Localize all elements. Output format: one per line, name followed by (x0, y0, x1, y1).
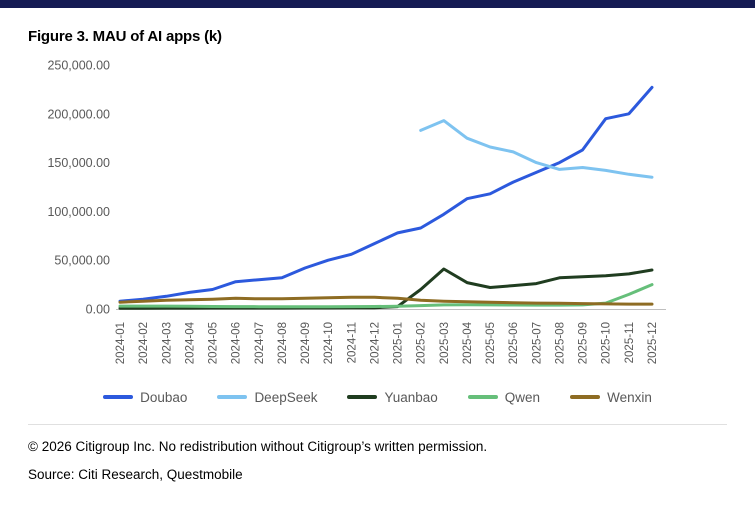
x-axis-tick-label: 2024-02 (138, 322, 150, 364)
figure-title: Figure 3. MAU of AI apps (k) (28, 28, 222, 45)
x-axis-tick-label: 2025-10 (601, 322, 613, 364)
legend-label: Qwen (504, 389, 541, 405)
x-axis-tick-label: 2025-04 (462, 321, 474, 364)
legend-swatch-doubao (103, 395, 134, 399)
x-axis-tick-label: 2024-04 (184, 321, 196, 364)
footer: © 2026 Citigroup Inc. No redistribution … (28, 424, 727, 482)
legend-label: DeepSeek (254, 389, 318, 405)
legend-swatch-qwen (467, 395, 498, 399)
legend-swatch-deepseek (217, 395, 248, 399)
x-axis-tick-label: 2025-02 (416, 322, 428, 364)
copyright-text: © 2026 Citigroup Inc. No redistribution … (28, 439, 488, 454)
chart-area: 0.00 50,000.00 100,000.00 150,000.00 200,000… (28, 51, 727, 384)
x-axis-tick-label: 2024-12 (369, 322, 381, 364)
legend-item-deepseek: DeepSeek (217, 390, 317, 405)
x-axis-tick-label: 2025-05 (485, 322, 497, 364)
series-line-wenxin (118, 295, 654, 306)
y-axis-tick-label: 50,000.00 (54, 254, 110, 268)
legend-item-qwen: Qwen (467, 389, 541, 405)
legend-label: Doubao (140, 389, 188, 405)
legend-item-wenxin: Wenxin (570, 390, 652, 405)
y-axis-tick-label: 250,000.00 (47, 59, 110, 73)
x-axis-tick-label: 2025-03 (439, 322, 451, 364)
x-axis-tick-label: 2024-07 (254, 322, 266, 364)
figure-container: Figure 3. MAU of AI apps (k) 0.00 50,000.… (0, 8, 755, 482)
x-axis-tick-label: 2025-12 (647, 322, 659, 364)
x-axis-tick-label: 2024-01 (115, 322, 127, 364)
y-axis-tick-label: 0.00 (86, 303, 110, 317)
y-axis-tick-label: 200,000.00 (47, 107, 110, 121)
legend-label: Yuanbao (384, 389, 438, 405)
y-axis-tick-label: 150,000.00 (47, 156, 110, 170)
x-axis-tick-label: 2025-08 (554, 322, 566, 364)
y-axis-tick-label: 100,000.00 (47, 205, 110, 219)
x-axis-tick-label: 2024-10 (323, 322, 335, 364)
x-axis-tick-label: 2024-05 (208, 322, 220, 364)
x-axis-tick-label: 2025-01 (393, 322, 405, 364)
top-accent-bar (0, 0, 755, 8)
series-line-qwen (118, 283, 654, 309)
x-axis-tick-label: 2024-11 (346, 322, 358, 363)
x-axis-tick-label: 2024-03 (161, 322, 173, 364)
x-axis-tick-label: 2024-09 (300, 322, 312, 364)
x-axis-tick-label: 2025-07 (531, 322, 543, 364)
legend-swatch-yuanbao (347, 395, 378, 399)
series-line-deepseek (419, 119, 654, 179)
x-axis-tick-label: 2025-11 (624, 322, 636, 363)
x-axis-tick-label: 2025-06 (508, 322, 520, 364)
legend-item-doubao: Doubao (103, 390, 187, 405)
x-axis-tick-label: 2025-09 (578, 322, 590, 364)
x-axis-tick-label: 2024-08 (277, 322, 289, 364)
series-line-doubao (118, 85, 654, 303)
legend-item-yuanbao: Yuanbao (347, 389, 438, 405)
source-text: Source: Citi Research, Questmobile (28, 467, 243, 482)
legend-label: Wenxin (607, 389, 652, 405)
x-axis-tick-label: 2024-06 (231, 322, 243, 364)
chart-legend: Doubao DeepSeek Yuanbao Qwen Wenxin (28, 386, 727, 408)
legend-swatch-wenxin (570, 395, 601, 399)
line-chart: 0.00 50,000.00 100,000.00 150,000.00 200,000… (47, 59, 666, 364)
